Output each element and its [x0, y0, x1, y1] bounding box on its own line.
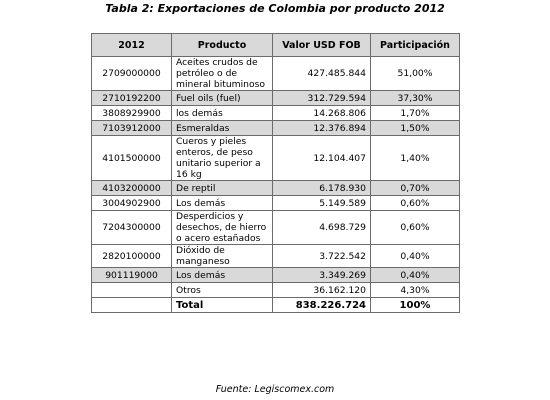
row-value: 5.149.589: [272, 195, 371, 211]
header-year: 2012: [91, 33, 172, 57]
row-code: 4101500000: [91, 135, 172, 181]
row-value: 427.485.844: [272, 56, 371, 91]
row-code: 2820100000: [91, 244, 172, 268]
table-row: 4103200000 De reptil 6.178.930 0,70%: [91, 180, 460, 196]
row-value: 3.722.542: [272, 244, 371, 268]
header-product: Producto: [171, 33, 273, 57]
row-share: 37,30%: [370, 90, 460, 106]
table-body: 2709000000 Aceites crudos de petróleo o d…: [91, 56, 460, 313]
table-row: 4101500000 Cueros y pieles enteros, de pe…: [91, 135, 460, 181]
row-value: 3.349.269: [272, 267, 371, 283]
row-product: Dióxido de manganeso: [171, 244, 273, 268]
row-share: 0,40%: [370, 244, 460, 268]
header-share: Participación: [370, 33, 460, 57]
row-product: Fuel oils (fuel): [171, 90, 273, 106]
row-share: 0,40%: [370, 267, 460, 283]
row-product: los demás: [171, 105, 273, 121]
row-product: Esmeraldas: [171, 120, 273, 136]
total-value: 838.226.724: [272, 297, 371, 313]
row-code: 7103912000: [91, 120, 172, 136]
table-row: Otros 36.162.120 4,30%: [91, 282, 460, 298]
table-row: 2820100000 Dióxido de manganeso 3.722.542 0…: [91, 244, 460, 268]
source-note: Fuente: Legiscomex.com: [215, 384, 335, 395]
total-label: Total: [171, 297, 273, 313]
row-value: 12.104.407: [272, 135, 371, 181]
row-product: Aceites crudos de petróleo o de mineral …: [171, 56, 273, 91]
row-value: 4.698.729: [272, 210, 371, 245]
table-row: 901119000 Los demás 3.349.269 0,40%: [91, 267, 460, 283]
total-blank: [91, 297, 172, 313]
row-product: De reptil: [171, 180, 273, 196]
row-code: 7204300000: [91, 210, 172, 245]
row-value: 14.268.806: [272, 105, 371, 121]
row-code: 2710192200: [91, 90, 172, 106]
row-share: 0,70%: [370, 180, 460, 196]
row-code: 2709000000: [91, 56, 172, 91]
row-code: 3004902900: [91, 195, 172, 211]
row-code: 901119000: [91, 267, 172, 283]
row-product: Los demás: [171, 195, 273, 211]
row-product: Otros: [171, 282, 273, 298]
total-share: 100%: [370, 297, 460, 313]
row-value: 312.729.594: [272, 90, 371, 106]
table-row: 3004902900 Los demás 5.149.589 0,60%: [91, 195, 460, 211]
row-share: 1,70%: [370, 105, 460, 121]
row-product: Cueros y pieles enteros, de peso unitari…: [171, 135, 273, 181]
row-share: 1,50%: [370, 120, 460, 136]
table-row: 3808929900 los demás 14.268.806 1,70%: [91, 105, 460, 121]
row-product: Los demás: [171, 267, 273, 283]
table-caption: Tabla 2: Exportaciones de Colombia por p…: [105, 2, 445, 15]
row-value: 36.162.120: [272, 282, 371, 298]
row-product: Desperdicios y desechos, de hierro o ace…: [171, 210, 273, 245]
row-code: 3808929900: [91, 105, 172, 121]
total-row: Total 838.226.724 100%: [91, 297, 460, 313]
row-share: 1,40%: [370, 135, 460, 181]
header-value: Valor USD FOB: [272, 33, 371, 57]
header-row: 2012 Producto Valor USD FOB Participació…: [91, 33, 460, 57]
row-code: [91, 282, 172, 298]
row-value: 12.376.894: [272, 120, 371, 136]
row-share: 4,30%: [370, 282, 460, 298]
row-share: 0,60%: [370, 210, 460, 245]
exports-table: 2012 Producto Valor USD FOB Participació…: [91, 33, 460, 313]
table-row: 7103912000 Esmeraldas 12.376.894 1,50%: [91, 120, 460, 136]
row-share: 0,60%: [370, 195, 460, 211]
table-row: 2710192200 Fuel oils (fuel) 312.729.594 37,…: [91, 90, 460, 106]
row-share: 51,00%: [370, 56, 460, 91]
table-row: 2709000000 Aceites crudos de petróleo o d…: [91, 56, 460, 91]
table-row: 7204300000 Desperdicios y desechos, de hi…: [91, 210, 460, 245]
row-value: 6.178.930: [272, 180, 371, 196]
row-code: 4103200000: [91, 180, 172, 196]
